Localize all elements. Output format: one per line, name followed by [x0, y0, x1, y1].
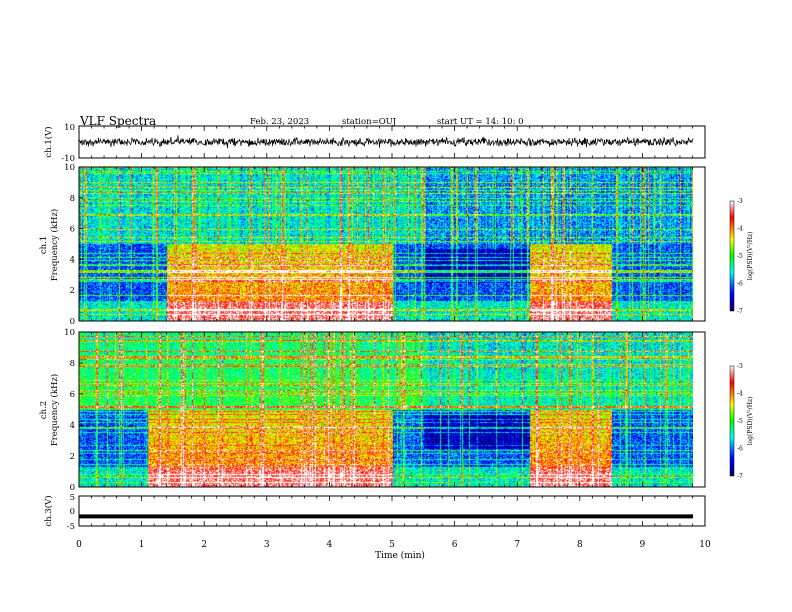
ch2-colorbar-gradient [729, 365, 735, 477]
ch1-yticks: 0 2 4 6 8 10 [64, 163, 83, 327]
frequency-tick-label: 6 [70, 390, 75, 400]
ch2-colorbar-label: log(PSD)(V²/Hz) [747, 397, 754, 446]
ch3-ytick-top: 5 [70, 493, 75, 503]
ch1-waveform-line [78, 135, 694, 149]
ch1-ytick-bottom: -10 [61, 154, 75, 164]
ch1-waveform-ylabel: ch.1(V) [43, 126, 54, 157]
ch3-waveform-ylabel: ch.3(V) [43, 495, 54, 526]
chart-title: VLF Spectra [80, 114, 157, 128]
ch1-spectrogram [79, 167, 693, 321]
colorbar-tick-label: -7 [737, 473, 743, 480]
x-tick-label: 6 [452, 540, 458, 550]
frequency-tick-label: 2 [70, 452, 75, 462]
x-tick-label: 5 [389, 540, 395, 550]
ch2-spectrogram-channel-label: ch.2 [39, 401, 49, 419]
x-tick-label: 3 [264, 540, 270, 550]
frequency-tick-label: 6 [70, 225, 75, 235]
x-tick-labels: 0 1 2 3 4 5 6 7 8 9 10 [76, 540, 711, 550]
colorbar-tick-label: -5 [737, 253, 743, 260]
frequency-tick-label: 2 [70, 286, 75, 296]
ch1-colorbar: -3 -4 -5 -6 -7 log(PSD)(V²/Hz) [729, 198, 754, 315]
x-tick-label: 7 [514, 540, 520, 550]
frequency-tick-label: 8 [70, 359, 75, 369]
ch1-colorbar-ticks: -3 -4 -5 -6 -7 [737, 198, 743, 315]
colorbar-tick-label: -4 [737, 391, 743, 398]
x-tick-label: 0 [76, 540, 82, 550]
date-label: Feb. 23, 2023 [250, 117, 310, 127]
colorbar-tick-label: -6 [737, 446, 743, 453]
frequency-tick-label: 8 [70, 194, 75, 204]
station-label: station=OUJ [342, 117, 397, 127]
colorbar-tick-label: -3 [737, 198, 743, 205]
ch2-colorbar: -3 -4 -5 -6 -7 log(PSD)(V²/Hz) [729, 363, 754, 480]
ch2-spectrogram-ylabel: Frequency (kHz) [49, 374, 60, 446]
ch2-yticks: 0 2 4 6 8 10 [64, 328, 83, 493]
colorbar-tick-label: -5 [737, 418, 743, 425]
frequency-tick-label: 0 [70, 483, 75, 493]
colorbar-tick-label: -7 [737, 308, 743, 315]
colorbar-tick-label: -3 [737, 363, 743, 370]
ch1-ytick-top: 10 [64, 123, 75, 133]
x-tick-label: 10 [699, 540, 711, 550]
frequency-tick-label: 10 [64, 328, 75, 338]
colorbar-tick-label: -6 [737, 281, 743, 288]
frequency-tick-label: 4 [70, 255, 75, 265]
axis-ticks [78, 126, 706, 526]
ch3-ytick-bottom: -5 [67, 522, 75, 532]
x-tick-label: 8 [577, 540, 583, 550]
frequency-tick-label: 10 [64, 163, 75, 173]
x-tick-label: 4 [327, 540, 333, 550]
ch1-spectrogram-channel-label: ch.1 [39, 236, 49, 254]
start-time-label: start UT = 14: 10: 0 [437, 117, 524, 127]
x-tick-label: 9 [640, 540, 646, 550]
x-tick-label: 1 [139, 540, 145, 550]
colorbar-tick-label: -4 [737, 226, 743, 233]
ch1-colorbar-label: log(PSD)(V²/Hz) [747, 232, 754, 281]
x-axis-label: Time (min) [375, 550, 425, 561]
ch3-ytick-mid: 0 [70, 507, 75, 517]
ch3-waveform-line [79, 514, 693, 519]
ch1-colorbar-gradient [729, 200, 735, 312]
frequency-tick-label: 0 [70, 317, 75, 327]
ch1-spectrogram-ylabel: Frequency (kHz) [49, 209, 60, 281]
ch2-spectrogram [79, 332, 693, 487]
ch2-colorbar-ticks: -3 -4 -5 -6 -7 [737, 363, 743, 480]
frequency-tick-label: 4 [70, 421, 75, 431]
x-tick-label: 2 [201, 540, 207, 550]
